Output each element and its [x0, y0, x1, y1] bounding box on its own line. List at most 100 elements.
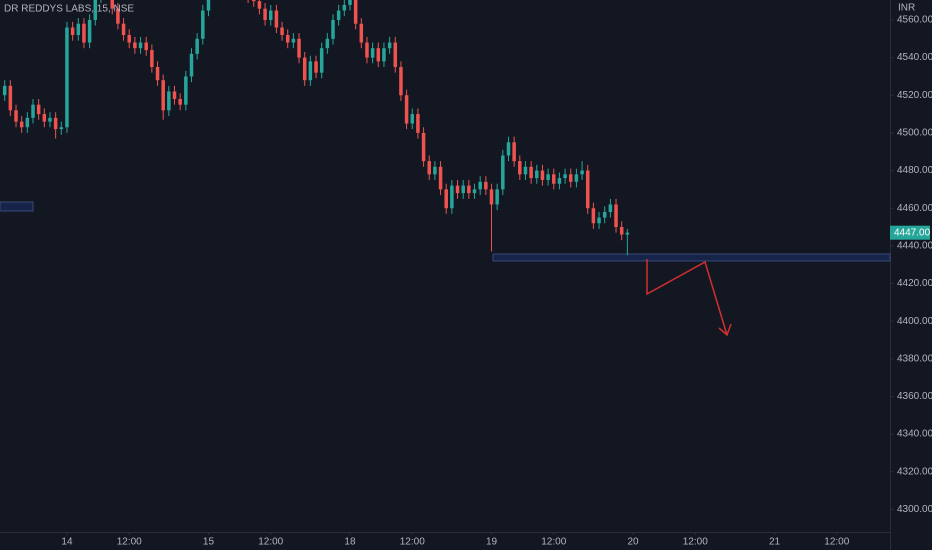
currency: INR [898, 3, 915, 14]
candle-body [48, 117, 52, 122]
candle-body [404, 95, 409, 124]
y-tick-label: 4360.00 [897, 391, 932, 402]
candle-body [19, 121, 24, 128]
x-tick-label: 12:00 [824, 537, 849, 548]
y-tick-label: 4480.00 [897, 165, 932, 176]
candle-body [59, 127, 64, 130]
candle-body [535, 170, 539, 179]
candle-body [155, 67, 160, 81]
candle-body [410, 114, 415, 124]
candle-body [297, 38, 301, 58]
x-tick-label: 19 [486, 537, 498, 548]
candle-body [506, 142, 511, 156]
x-tick-label: 12:00 [117, 537, 142, 548]
x-tick-label: 20 [627, 537, 639, 548]
arrow-head [718, 323, 732, 337]
candle-body [302, 57, 307, 81]
candle-body [348, 0, 352, 5]
candle-body [416, 114, 420, 133]
last-price-box [890, 225, 930, 240]
candle-body [268, 10, 273, 20]
candle-body [14, 110, 18, 122]
candle-body [138, 42, 143, 49]
candle-body [619, 227, 624, 235]
candle-body [42, 114, 47, 122]
candle-body [314, 61, 318, 73]
y-tick-label: 4440.00 [897, 240, 932, 251]
y-tick-label: 4520.00 [897, 90, 932, 101]
candle-body [70, 27, 75, 36]
candle-body [580, 170, 584, 175]
y-tick-label: 4540.00 [897, 52, 932, 63]
candle-body [285, 35, 290, 43]
y-tick-label: 4460.00 [897, 203, 932, 214]
candle-body [336, 10, 341, 20]
candle-body [382, 48, 386, 62]
candle-body [495, 189, 499, 205]
candle-body [365, 42, 369, 58]
candle-body [625, 232, 630, 235]
candle-body [574, 174, 579, 182]
zone-box [0, 201, 34, 212]
x-tick-label: 15 [203, 537, 215, 548]
y-tick-label: 4340.00 [897, 429, 932, 440]
candle-body [557, 178, 562, 184]
candle-body [370, 48, 375, 58]
x-tick-label: 21 [769, 537, 781, 548]
candle-body [444, 189, 448, 209]
candle-body [484, 181, 488, 190]
x-tick-label: 12:00 [541, 537, 566, 548]
candle-body [150, 50, 154, 68]
candle-body [467, 185, 471, 194]
candle-body [201, 10, 205, 39]
candle-body [110, 0, 115, 9]
y-tick-label: 4400.00 [897, 316, 932, 327]
candle-body [127, 35, 131, 43]
candle-body [65, 27, 69, 128]
candle-body [376, 48, 381, 62]
candle-body [133, 42, 137, 49]
candle-body [546, 174, 550, 180]
candle-body [280, 27, 284, 36]
candle-body [342, 4, 347, 11]
candle-body [93, 0, 98, 20]
candle-body [523, 166, 528, 175]
candle-body [501, 155, 505, 190]
candle-body [540, 170, 545, 180]
candle-body [478, 181, 482, 190]
y-tick-label: 4500.00 [897, 128, 932, 139]
candle-body [512, 142, 516, 162]
candle-body [184, 76, 188, 105]
candle-body [263, 8, 267, 20]
y-tick-label: 4380.00 [897, 353, 932, 364]
candle-body [518, 161, 522, 175]
candle-body [421, 132, 426, 162]
candle-body [31, 104, 35, 118]
candle-body [438, 166, 443, 190]
candle-body [325, 38, 330, 49]
x-tick-label: 12:00 [683, 537, 708, 548]
candle-body [8, 85, 13, 111]
candle-body [331, 19, 335, 39]
candle-body [167, 91, 171, 111]
candle-body [257, 1, 262, 9]
candle-body [274, 10, 279, 28]
y-tick-label: 4560.00 [897, 15, 932, 26]
candle-body [178, 99, 182, 105]
candle-body [427, 161, 431, 175]
candle-body [608, 204, 613, 212]
candle-body [2, 85, 7, 96]
x-tick-label: 18 [344, 537, 356, 548]
candle-body [585, 170, 590, 209]
candle-body [552, 174, 556, 184]
x-tick-label: 12:00 [258, 537, 283, 548]
candle-body [121, 23, 126, 36]
y-tick-label: 4300.00 [897, 504, 932, 515]
candle-body [82, 23, 86, 43]
candle-body [393, 42, 398, 68]
candle-body [206, 0, 211, 11]
candle-body [472, 189, 477, 194]
symbol-title: DR REDDYS LABS, 15, NSE [4, 4, 134, 15]
